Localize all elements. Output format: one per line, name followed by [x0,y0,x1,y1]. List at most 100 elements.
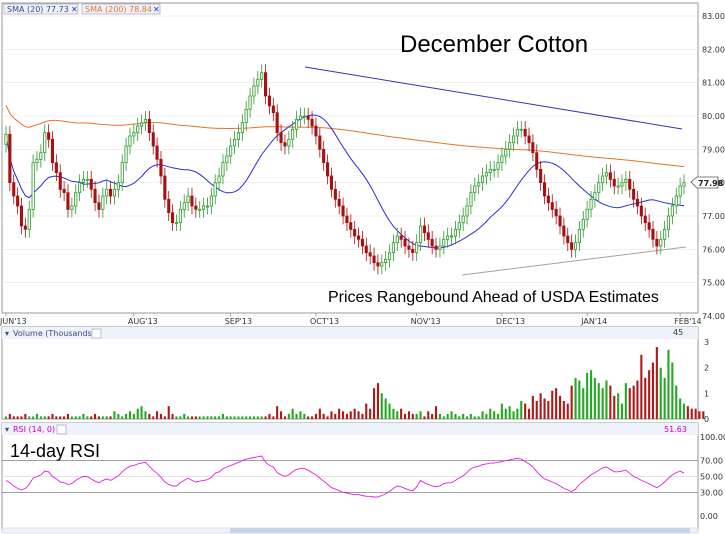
volume-bar [70,416,73,419]
rsi-tick-label: 70.00 [700,457,723,466]
volume-bar [148,413,151,419]
volume-bar [531,395,534,419]
candle-body [651,228,655,240]
volume-bar [655,347,658,419]
volume-panel [1,326,699,420]
volume-bar [543,398,546,419]
volume-bar [218,416,221,419]
volume-bar [667,349,670,419]
volume-bar [559,395,562,419]
candle-body [519,128,523,131]
candle-body [360,238,364,247]
candle-body [43,132,47,154]
candle-body [469,192,473,207]
candle-body [85,178,89,181]
candle-body [449,235,454,238]
volume-bar [268,413,271,419]
candle-body [205,205,210,208]
candle-body [461,215,465,224]
close-icon[interactable] [91,328,102,339]
volume-bar [8,413,11,419]
candle-body [531,142,535,154]
volume-bar [404,413,407,419]
volume-bar [94,413,97,419]
volume-tick-label: 0 [704,415,709,424]
volume-bar [508,406,511,419]
candle-body [128,135,132,147]
candle-body [504,148,508,157]
volume-bar [349,411,352,419]
volume-bar [156,411,159,419]
candle-body [500,155,504,164]
legend-sma20-label: SMA (20) 77.73 [7,5,69,14]
candle-body [546,195,550,204]
last-price-tag: 77.98 [690,176,724,189]
candle-body [368,252,372,257]
volume-bar [237,416,240,419]
candle-body [515,128,519,137]
volume-bar [458,416,461,419]
scrollbar-thumb[interactable] [230,528,690,533]
chevron-down-icon[interactable]: ▾ [5,329,9,338]
candle-body [221,162,225,177]
candle-body [446,235,450,240]
volume-bar [39,416,42,419]
volume-bar [256,416,259,419]
candle-body [666,215,670,230]
x-tick-label: JAN'14 [580,317,607,326]
legend-sma200-box[interactable] [81,3,161,15]
volume-bar [609,385,612,419]
volume-bar [353,408,356,419]
volume-bar [613,395,616,419]
candle-body [484,172,488,177]
close-icon[interactable]: ✕ [153,5,160,14]
volume-bar [528,408,531,419]
close-icon[interactable]: ✕ [71,5,78,14]
candle-body [562,225,566,237]
candle-body [647,222,651,230]
volume-bar [128,411,131,419]
volume-bar [55,416,58,419]
candle-body [109,188,113,197]
candle-body [306,115,310,120]
rsi-line [5,455,685,498]
close-icon[interactable] [56,424,67,435]
candle-body [496,162,500,170]
candle-body [639,205,643,217]
legend-sma20-box[interactable] [3,3,79,15]
volume-bar [516,408,519,419]
candle-body [252,85,256,97]
volume-bar [562,401,565,419]
volume-bar [376,383,379,419]
volume-bar [163,416,166,419]
price-tick-label: 74.00 [702,312,725,321]
volume-bar [252,416,255,419]
candle-body [387,252,392,260]
volume-bar [206,416,209,419]
candle-body [438,245,442,250]
candle-body [209,195,213,207]
candle-body [329,175,333,190]
candle-body [411,248,415,254]
candle-body [132,132,136,137]
x-tick-label: FEB'14 [674,317,702,326]
candle-body [236,132,241,140]
volume-bar [698,411,701,419]
volume-bar [198,416,201,419]
chevron-down-icon[interactable]: ▾ [5,425,9,434]
volume-bar [369,408,372,419]
volume-bar [28,416,31,419]
volume-bar [361,413,364,419]
candle-body [16,195,20,207]
volume-bar [671,362,674,419]
volume-bar [90,416,93,419]
candle-body [318,135,322,150]
volume-bar [74,416,77,419]
volume-axis-max: 45 [673,328,683,337]
candle-body [159,158,163,177]
volume-bar [272,416,275,419]
volume-bar [427,411,430,419]
candle-body [163,175,167,200]
volume-bar [477,416,480,419]
candle-body [70,205,74,210]
